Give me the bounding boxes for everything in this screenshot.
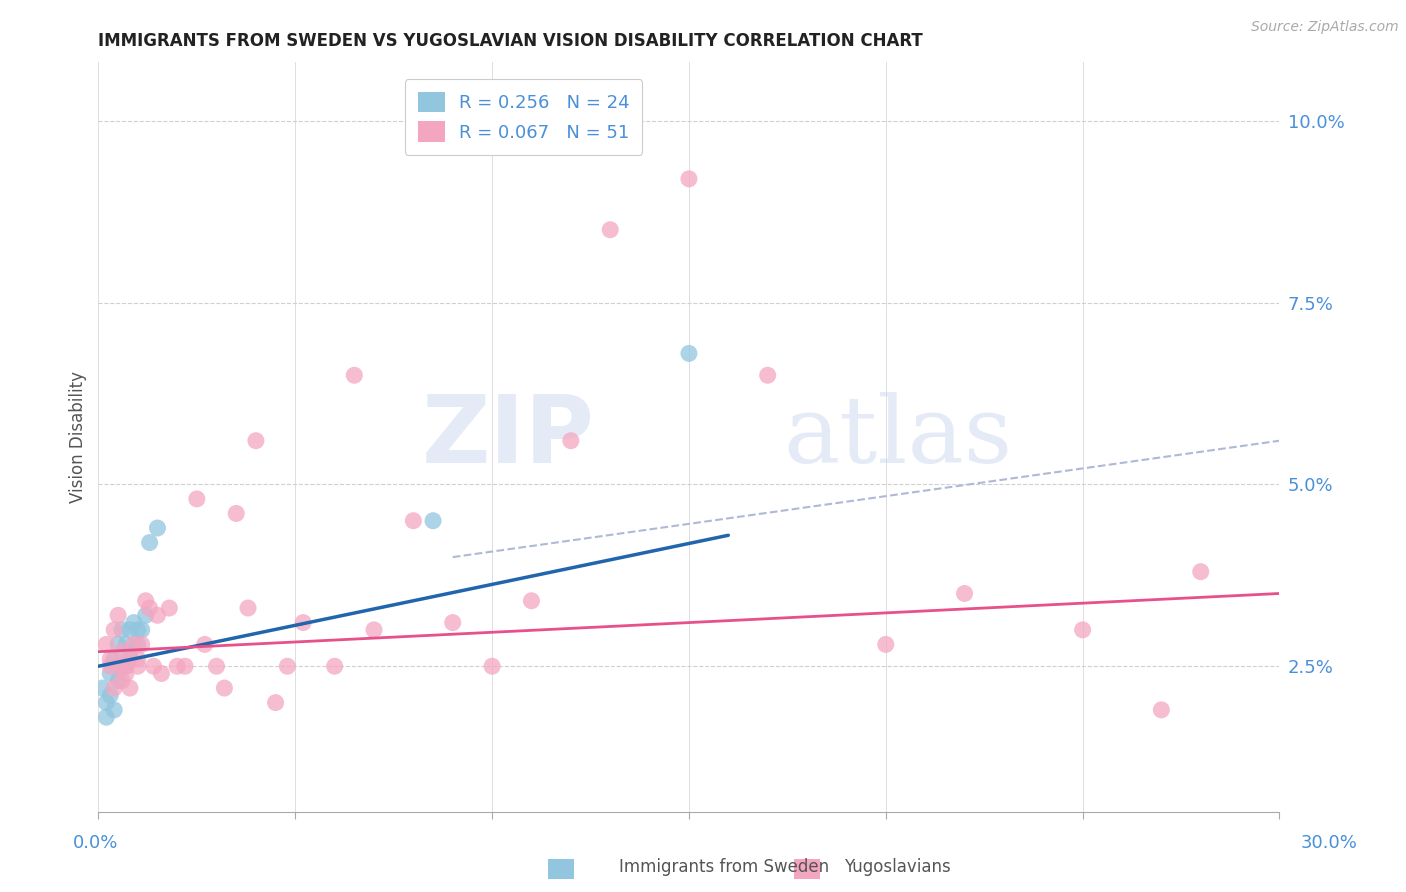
Point — [953, 586, 976, 600]
Point — [875, 637, 897, 651]
Point — [157, 601, 180, 615]
Point — [107, 637, 129, 651]
Y-axis label: Vision Disability: Vision Disability — [69, 371, 87, 503]
Point — [118, 623, 141, 637]
Point — [138, 601, 160, 615]
Point — [103, 681, 125, 695]
Legend: R = 0.256   N = 24, R = 0.067   N = 51: R = 0.256 N = 24, R = 0.067 N = 51 — [405, 79, 643, 155]
Point — [1150, 703, 1173, 717]
Point — [245, 434, 267, 448]
Point — [236, 601, 259, 615]
Point — [138, 535, 160, 549]
Text: Immigrants from Sweden: Immigrants from Sweden — [619, 858, 828, 876]
Point — [166, 659, 188, 673]
Point — [135, 593, 157, 607]
Point — [363, 623, 385, 637]
Point — [422, 514, 444, 528]
Point — [111, 623, 134, 637]
Point — [118, 652, 141, 666]
Point — [441, 615, 464, 630]
Point — [142, 659, 165, 673]
Point — [150, 666, 173, 681]
Point — [225, 507, 247, 521]
Point — [599, 223, 621, 237]
Point — [520, 593, 543, 607]
Point — [323, 659, 346, 673]
Text: 0.0%: 0.0% — [73, 834, 118, 852]
Point — [91, 681, 114, 695]
Point — [131, 637, 153, 651]
Point — [127, 623, 149, 637]
Point — [115, 637, 138, 651]
Point — [678, 346, 700, 360]
Point — [111, 645, 134, 659]
Point — [98, 689, 121, 703]
Point — [131, 623, 153, 637]
Point — [122, 637, 145, 651]
Point — [103, 623, 125, 637]
Point — [103, 652, 125, 666]
Point — [186, 491, 208, 506]
Point — [107, 673, 129, 688]
Point — [115, 659, 138, 673]
Point — [111, 673, 134, 688]
Point — [481, 659, 503, 673]
Point — [118, 645, 141, 659]
Point — [292, 615, 315, 630]
Point — [127, 637, 149, 651]
Point — [115, 659, 138, 673]
Point — [135, 608, 157, 623]
Point — [276, 659, 298, 673]
Point — [146, 608, 169, 623]
Text: IMMIGRANTS FROM SWEDEN VS YUGOSLAVIAN VISION DISABILITY CORRELATION CHART: IMMIGRANTS FROM SWEDEN VS YUGOSLAVIAN VI… — [98, 32, 924, 50]
Point — [174, 659, 197, 673]
Text: ZIP: ZIP — [422, 391, 595, 483]
Point — [111, 659, 134, 673]
Point — [127, 652, 149, 666]
Point — [205, 659, 228, 673]
Text: atlas: atlas — [783, 392, 1012, 482]
Text: Source: ZipAtlas.com: Source: ZipAtlas.com — [1251, 20, 1399, 34]
Point — [264, 696, 287, 710]
Text: 30.0%: 30.0% — [1301, 834, 1357, 852]
Point — [194, 637, 217, 651]
Point — [402, 514, 425, 528]
Point — [122, 615, 145, 630]
Point — [756, 368, 779, 383]
Point — [146, 521, 169, 535]
Point — [96, 696, 118, 710]
Point — [560, 434, 582, 448]
Point — [127, 659, 149, 673]
Point — [107, 608, 129, 623]
Point — [103, 703, 125, 717]
Point — [98, 666, 121, 681]
Point — [98, 652, 121, 666]
Point — [115, 666, 138, 681]
Point — [678, 171, 700, 186]
Point — [96, 710, 118, 724]
Point — [96, 637, 118, 651]
Text: Yugoslavians: Yugoslavians — [844, 858, 950, 876]
Point — [1071, 623, 1094, 637]
Point — [98, 659, 121, 673]
Point — [214, 681, 236, 695]
Point — [1189, 565, 1212, 579]
Point — [107, 659, 129, 673]
Point — [118, 681, 141, 695]
Point — [343, 368, 366, 383]
